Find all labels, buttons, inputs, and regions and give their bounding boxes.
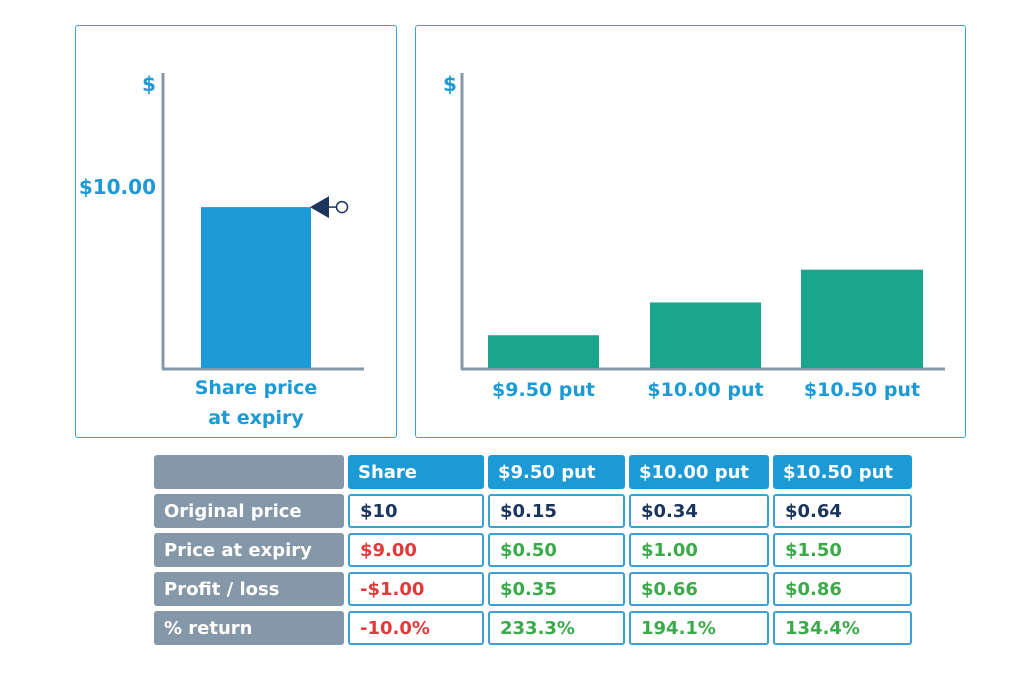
table-row: Original price $10 $0.15 $0.34 $0.64 (154, 494, 912, 528)
table-row: % return -10.0% 233.3% 194.1% 134.4% (154, 611, 912, 645)
table-cell: $0.64 (773, 494, 912, 528)
table-cell: 194.1% (629, 611, 769, 645)
table-cell: $0.34 (629, 494, 769, 528)
column-header-put-1000: $10.00 put (629, 455, 769, 489)
table-cell: $10 (348, 494, 484, 528)
table-cell: 134.4% (773, 611, 912, 645)
price-marker-icon (310, 196, 349, 219)
share-price-chart: $ $10.00 Share price at expiry (79, 72, 364, 429)
category-label: $10.50 put (804, 379, 920, 401)
column-header-put-950: $9.50 put (488, 455, 625, 489)
x-axis-label-line2: at expiry (208, 407, 304, 429)
category-label: $10.00 put (647, 379, 763, 401)
column-header-share: Share (348, 455, 484, 489)
marker-circle (335, 200, 349, 214)
column-header-put-1050: $10.50 put (773, 455, 912, 489)
reference-value-label: $10.00 (79, 175, 156, 199)
bar-put-0 (488, 335, 599, 368)
row-header: Original price (154, 494, 344, 528)
marker-triangle (310, 196, 329, 219)
table-cell: $1.50 (773, 533, 912, 567)
table-cell: $9.00 (348, 533, 484, 567)
table-row: Price at expiry $9.00 $0.50 $1.00 $1.50 (154, 533, 912, 567)
y-axis-label: $ (142, 72, 156, 96)
table-cell: -$1.00 (348, 572, 484, 606)
table-cell: $0.66 (629, 572, 769, 606)
row-header: Price at expiry (154, 533, 344, 567)
table-header-row: Share $9.50 put $10.00 put $10.50 put (154, 455, 912, 489)
bar-share-price (201, 207, 311, 368)
table-corner (154, 455, 344, 489)
table-cell: $0.15 (488, 494, 625, 528)
table-cell: $0.50 (488, 533, 625, 567)
table-cell: 233.3% (488, 611, 625, 645)
table-cell: $0.86 (773, 572, 912, 606)
table-cell: $0.35 (488, 572, 625, 606)
table-row: Profit / loss -$1.00 $0.35 $0.66 $0.86 (154, 572, 912, 606)
table-cell: $1.00 (629, 533, 769, 567)
put-options-chart: $ $9.50 put $10.00 put $10.50 put (443, 72, 945, 401)
category-label: $9.50 put (492, 379, 595, 401)
put-options-chart-panel: $ $9.50 put $10.00 put $10.50 put (415, 25, 966, 438)
y-axis-label: $ (443, 72, 457, 96)
table-cell: -10.0% (348, 611, 484, 645)
comparison-table: Share $9.50 put $10.00 put $10.50 put Or… (150, 450, 916, 650)
row-header: Profit / loss (154, 572, 344, 606)
share-chart-panel: $ $10.00 Share price at expiry (75, 25, 397, 438)
row-header: % return (154, 611, 344, 645)
x-axis-label-line1: Share price (195, 377, 318, 399)
bar-put-1 (650, 302, 761, 368)
bar-put-2 (801, 269, 923, 368)
